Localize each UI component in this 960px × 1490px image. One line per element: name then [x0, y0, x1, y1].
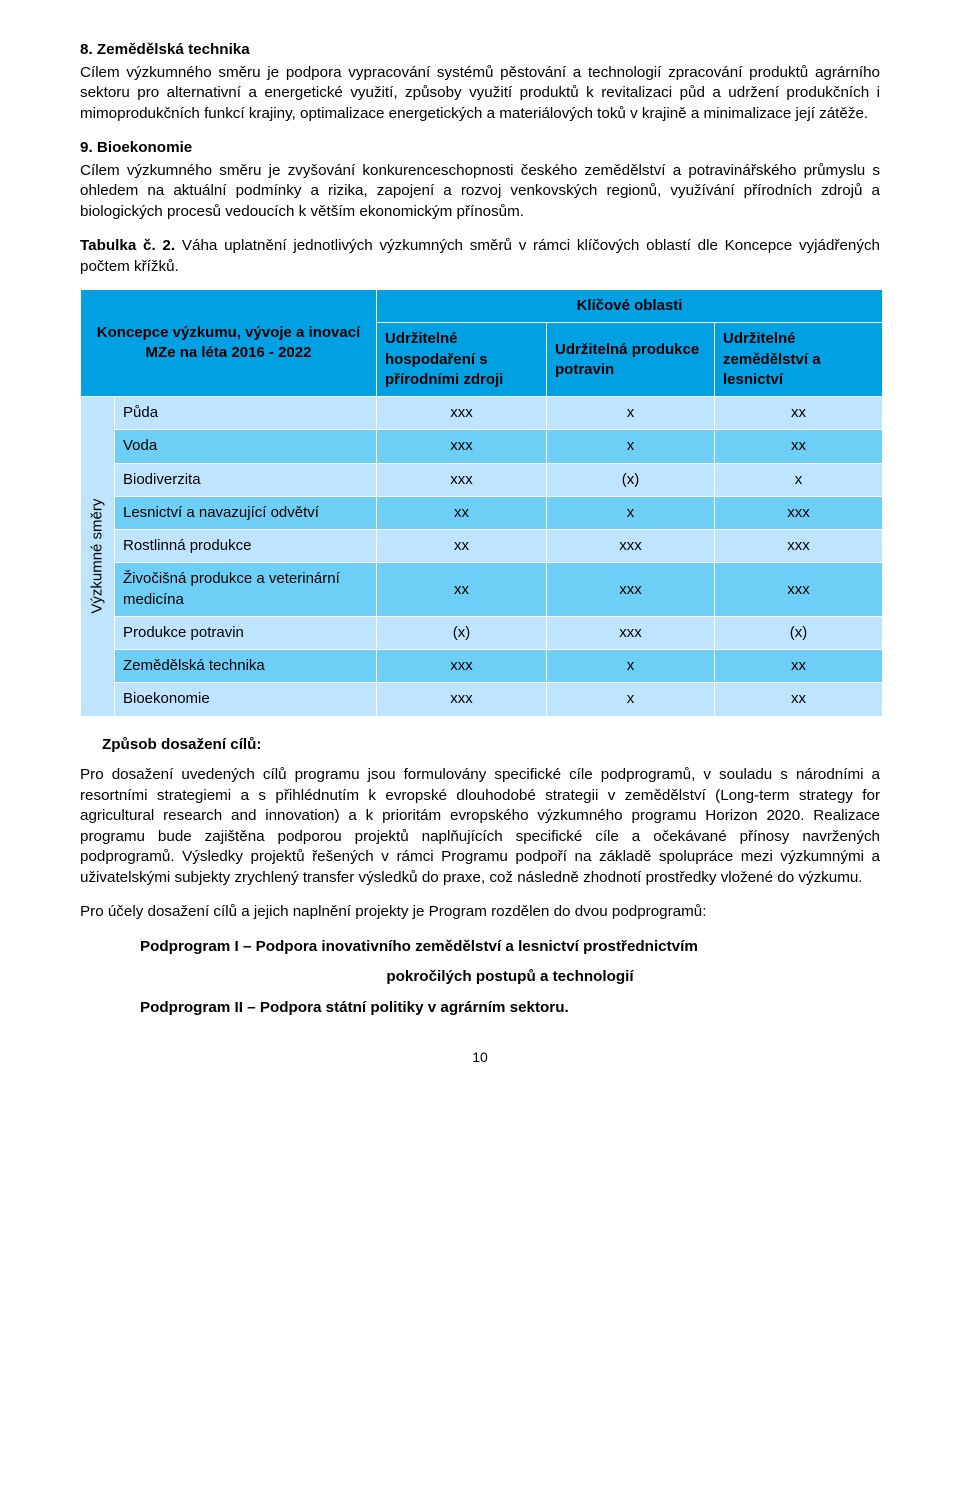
- subprogram-1a: Podprogram I – Podpora inovativního země…: [140, 938, 698, 955]
- table-row-label: Produkce potravin: [115, 616, 377, 649]
- subprogram-1b: pokročilých postupů a technologií: [200, 967, 820, 988]
- table-row: Vodaxxxxxx: [81, 430, 883, 463]
- table-cell: xx: [715, 650, 883, 683]
- table-row-label: Živočišná produkce a veterinární medicín…: [115, 563, 377, 617]
- table-cell: (x): [715, 616, 883, 649]
- table-cell: xxx: [547, 616, 715, 649]
- subprogram-block: Podprogram I – Podpora inovativního země…: [140, 937, 880, 1019]
- table-row-label: Rostlinná produkce: [115, 530, 377, 563]
- table-cell: xxx: [715, 530, 883, 563]
- section-9-body: Cílem výzkumného směru je zvyšování konk…: [80, 161, 880, 223]
- table-row-label: Biodiverzita: [115, 463, 377, 496]
- table-row-label: Bioekonomie: [115, 683, 377, 716]
- table-row: Zemědělská technikaxxxxxx: [81, 650, 883, 683]
- table-caption-lead: Tabulka č. 2.: [80, 237, 175, 254]
- table-row: Výzkumné směryPůdaxxxxxx: [81, 397, 883, 430]
- table-row-label: Půda: [115, 397, 377, 430]
- post-table-p2: Pro účely dosažení cílů a jejich naplněn…: [80, 902, 880, 923]
- section-8-title: 8. Zemědělská technika: [80, 40, 880, 61]
- table-row: Rostlinná produkcexxxxxxxx: [81, 530, 883, 563]
- section-9-title: 9. Bioekonomie: [80, 138, 880, 159]
- table-row-label: Voda: [115, 430, 377, 463]
- table-side-label-cell: Výzkumné směry: [81, 397, 115, 717]
- table-cell: x: [547, 496, 715, 529]
- table-row-label: Lesnictví a navazující odvětví: [115, 496, 377, 529]
- table-cell: (x): [377, 616, 547, 649]
- page: 8. Zemědělská technika Cílem výzkumného …: [0, 0, 960, 1107]
- table-cell: x: [547, 683, 715, 716]
- table-header-left: Koncepce výzkumu, vývoje a inovací MZe n…: [81, 290, 377, 397]
- table-row: Produkce potravin(x)xxx(x): [81, 616, 883, 649]
- post-table-subtitle: Způsob dosažení cílů:: [102, 735, 880, 756]
- table-cell: x: [547, 397, 715, 430]
- table-cell: x: [547, 650, 715, 683]
- subprogram-2: Podprogram II – Podpora státní politiky …: [140, 998, 880, 1019]
- table-side-label: Výzkumné směry: [87, 499, 107, 614]
- table-row: Živočišná produkce a veterinární medicín…: [81, 563, 883, 617]
- table-cell: xx: [377, 563, 547, 617]
- page-number: 10: [80, 1048, 880, 1067]
- table-row: Lesnictví a navazující odvětvíxxxxxx: [81, 496, 883, 529]
- table-cell: xxx: [377, 397, 547, 430]
- table-row: Biodiverzitaxxx(x)x: [81, 463, 883, 496]
- table-cell: (x): [547, 463, 715, 496]
- table-row: Bioekonomiexxxxxx: [81, 683, 883, 716]
- table-cell: x: [715, 463, 883, 496]
- table-header-sub-2: Udržitelné zemědělství a lesnictví: [715, 323, 883, 397]
- table-cell: xxx: [377, 463, 547, 496]
- table-header-sub-1: Udržitelná produkce potravin: [547, 323, 715, 397]
- table-cell: xx: [377, 496, 547, 529]
- table-caption: Tabulka č. 2. Váha uplatnění jednotlivýc…: [80, 236, 880, 277]
- table-header-sub-0: Udržitelné hospodaření s přírodními zdro…: [377, 323, 547, 397]
- table-cell: xxx: [715, 496, 883, 529]
- table-cell: x: [547, 430, 715, 463]
- table-cell: xxx: [377, 430, 547, 463]
- table-cell: xx: [377, 530, 547, 563]
- table-cell: xx: [715, 430, 883, 463]
- post-table-p1: Pro dosažení uvedených cílů programu jso…: [80, 765, 880, 888]
- table-cell: xxx: [547, 530, 715, 563]
- table-row-label: Zemědělská technika: [115, 650, 377, 683]
- table-caption-rest: Váha uplatnění jednotlivých výzkumných s…: [80, 237, 880, 275]
- table-cell: xxx: [547, 563, 715, 617]
- section-8-body: Cílem výzkumného směru je podpora vyprac…: [80, 63, 880, 125]
- table-cell: xxx: [715, 563, 883, 617]
- table-cell: xx: [715, 683, 883, 716]
- table-cell: xxx: [377, 650, 547, 683]
- table-cell: xx: [715, 397, 883, 430]
- table-cell: xxx: [377, 683, 547, 716]
- table-header-klic: Klíčové oblasti: [377, 290, 883, 323]
- weights-table: Koncepce výzkumu, vývoje a inovací MZe n…: [80, 289, 883, 717]
